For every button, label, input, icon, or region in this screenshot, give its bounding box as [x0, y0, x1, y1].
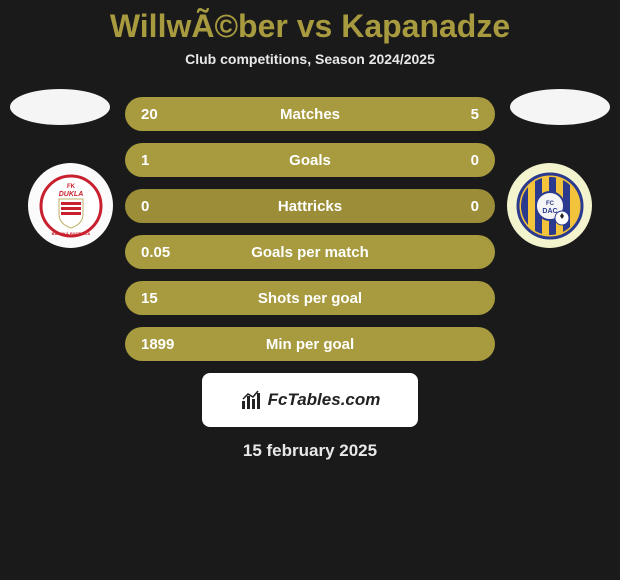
svg-text:DUKLA: DUKLA — [58, 191, 83, 198]
svg-text:FK: FK — [67, 184, 76, 190]
stat-row-matches: 20 Matches 5 — [125, 97, 495, 131]
fctables-label: FcTables.com — [268, 390, 381, 410]
player-oval-left — [10, 89, 110, 125]
club-crest-right: FC DAC — [507, 163, 592, 248]
player-oval-right — [510, 89, 610, 125]
dukla-badge-icon: FK DUKLA BANSKÁ BYSTRICA — [39, 174, 103, 238]
content-area: FK DUKLA BANSKÁ BYSTRICA — [0, 97, 620, 461]
stat-left-value: 20 — [141, 106, 158, 123]
stat-left-value: 1 — [141, 152, 149, 169]
stat-row-gpm: 0.05 Goals per match — [125, 235, 495, 269]
stat-left-value: 0.05 — [141, 244, 170, 261]
chart-icon — [240, 389, 262, 411]
page-title: WillwÃ©ber vs Kapanadze — [0, 0, 620, 51]
stat-right-value: 0 — [471, 152, 479, 169]
stat-label: Hattricks — [278, 198, 342, 215]
stat-label: Goals — [289, 152, 331, 169]
stat-left-value: 0 — [141, 198, 149, 215]
stat-row-hattricks: 0 Hattricks 0 — [125, 189, 495, 223]
stat-label: Min per goal — [266, 336, 354, 353]
stat-right-value: 5 — [471, 106, 479, 123]
stat-label: Matches — [280, 106, 340, 123]
club-crest-left: FK DUKLA BANSKÁ BYSTRICA — [28, 163, 113, 248]
stat-row-mpg: 1899 Min per goal — [125, 327, 495, 361]
dac-badge-icon: FC DAC — [516, 172, 584, 240]
stat-row-spg: 15 Shots per goal — [125, 281, 495, 315]
stat-left-value: 1899 — [141, 336, 174, 353]
stat-left-value: 15 — [141, 290, 158, 307]
stat-label: Shots per goal — [258, 290, 362, 307]
stat-right-value: 0 — [471, 198, 479, 215]
page-subtitle: Club competitions, Season 2024/2025 — [0, 51, 620, 67]
stat-row-goals: 1 Goals 0 — [125, 143, 495, 177]
svg-text:DAC: DAC — [542, 208, 557, 215]
stat-label: Goals per match — [251, 244, 369, 261]
svg-text:FC: FC — [546, 201, 555, 207]
date-label: 15 february 2025 — [0, 441, 620, 461]
svg-text:BANSKÁ BYSTRICA: BANSKÁ BYSTRICA — [51, 231, 90, 236]
stat-bars: 20 Matches 5 1 Goals 0 0 Hattricks 0 0.0… — [125, 97, 495, 361]
fctables-badge[interactable]: FcTables.com — [202, 373, 418, 427]
